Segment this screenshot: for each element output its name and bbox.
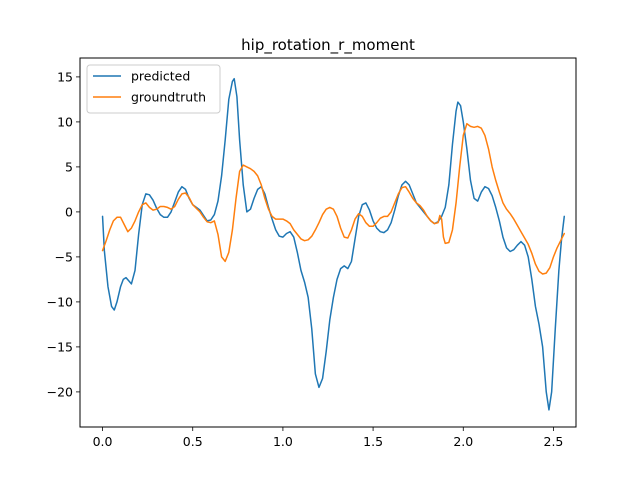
x-tick-label: 1.0 [273, 434, 293, 449]
legend-label-predicted: predicted [131, 69, 190, 84]
y-tick-label: 10 [57, 114, 73, 129]
y-tick-label: 15 [57, 69, 73, 84]
x-tick-label: 0.0 [93, 434, 113, 449]
plot-area [101, 77, 566, 411]
x-tick-label: 2.5 [544, 434, 564, 449]
legend-label-groundtruth: groundtruth [131, 90, 206, 105]
y-tick-label: −20 [47, 384, 73, 399]
y-tick-label: −5 [55, 249, 73, 264]
legend-box [86, 64, 221, 114]
y-tick-label: −15 [47, 339, 73, 354]
y-tick-label: −10 [47, 294, 73, 309]
series-line-predicted [101, 77, 566, 411]
x-tick-label: 1.5 [363, 434, 383, 449]
axes-frame [79, 57, 577, 428]
x-tick-label: 2.0 [453, 434, 473, 449]
x-axis: 0.0 0.5 1.0 1.5 2.0 2.5 [93, 427, 564, 449]
x-tick-label: 0.5 [183, 434, 203, 449]
chart-title: hip_rotation_r_moment [241, 36, 415, 55]
y-tick-label: 0 [65, 204, 73, 219]
legend: predicted groundtruth [86, 64, 221, 114]
series-line-groundtruth [101, 122, 566, 275]
y-tick-label: 5 [65, 159, 73, 174]
y-axis: −20 −15 −10 −5 0 5 10 15 [47, 69, 80, 399]
